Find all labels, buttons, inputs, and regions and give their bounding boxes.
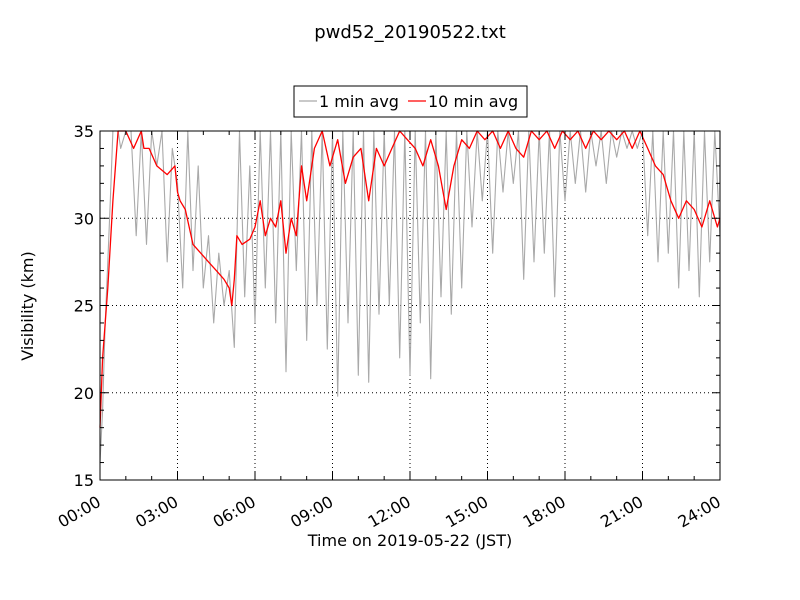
series-line (99, 130, 721, 463)
x-tick-label: 06:00 (210, 492, 259, 532)
x-tick-label: 09:00 (287, 492, 336, 532)
x-tick-label: 21:00 (597, 492, 646, 532)
y-tick-label: 25 (74, 297, 94, 316)
series-10min-avg (99, 130, 721, 428)
legend-label-10min: 10 min avg (428, 92, 518, 111)
y-tick-label: 30 (74, 209, 94, 228)
series-line (99, 130, 721, 428)
legend-label-1min: 1 min avg (319, 92, 399, 111)
x-tick-label: 18:00 (520, 492, 569, 532)
x-tick-label: 15:00 (442, 492, 491, 532)
x-axis-label: Time on 2019-05-22 (JST) (307, 531, 512, 550)
x-tick-label: 03:00 (132, 492, 181, 532)
x-axis-ticks: 00:00 03:00 06:00 09:00 12:00 15:00 18:00 21:00… (55, 131, 724, 532)
x-tick-label: 00:00 (55, 492, 104, 532)
y-axis-label: Visibility (km) (18, 251, 37, 360)
x-tick-label: 12:00 (365, 492, 414, 532)
x-tick-label: 24:00 (675, 492, 724, 532)
y-axis-ticks: 15 20 25 30 35 (74, 122, 720, 490)
y-tick-label: 20 (74, 384, 94, 403)
chart-title: pwd52_20190522.txt (314, 22, 506, 43)
y-tick-label: 35 (74, 122, 94, 141)
legend: 1 min avg 10 min avg (293, 85, 528, 118)
series-1min-avg (99, 130, 721, 463)
y-tick-label: 15 (74, 471, 94, 490)
grid-lines (100, 131, 720, 480)
